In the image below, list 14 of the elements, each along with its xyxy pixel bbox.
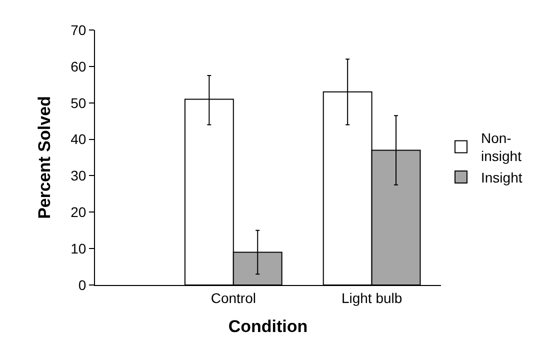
legend-label: Non-insight (481, 130, 522, 164)
x-tick-label: Light bulb (341, 290, 402, 306)
x-tick-label: Control (210, 290, 256, 306)
y-tick-label: 40 (70, 131, 86, 148)
y-tick-label: 50 (70, 94, 86, 111)
y-tick-label: 20 (70, 204, 86, 220)
legend-label: Insight (481, 169, 522, 186)
x-axis-title: Condition (228, 317, 308, 336)
y-tick-label: 0 (78, 276, 86, 293)
y-tick-label: 30 (70, 168, 86, 184)
y-tick-label: 60 (70, 58, 86, 74)
y-axis-title: Percent Solved (35, 96, 54, 219)
y-tick-label: 70 (70, 22, 86, 38)
y-tick-label: 10 (70, 240, 86, 256)
